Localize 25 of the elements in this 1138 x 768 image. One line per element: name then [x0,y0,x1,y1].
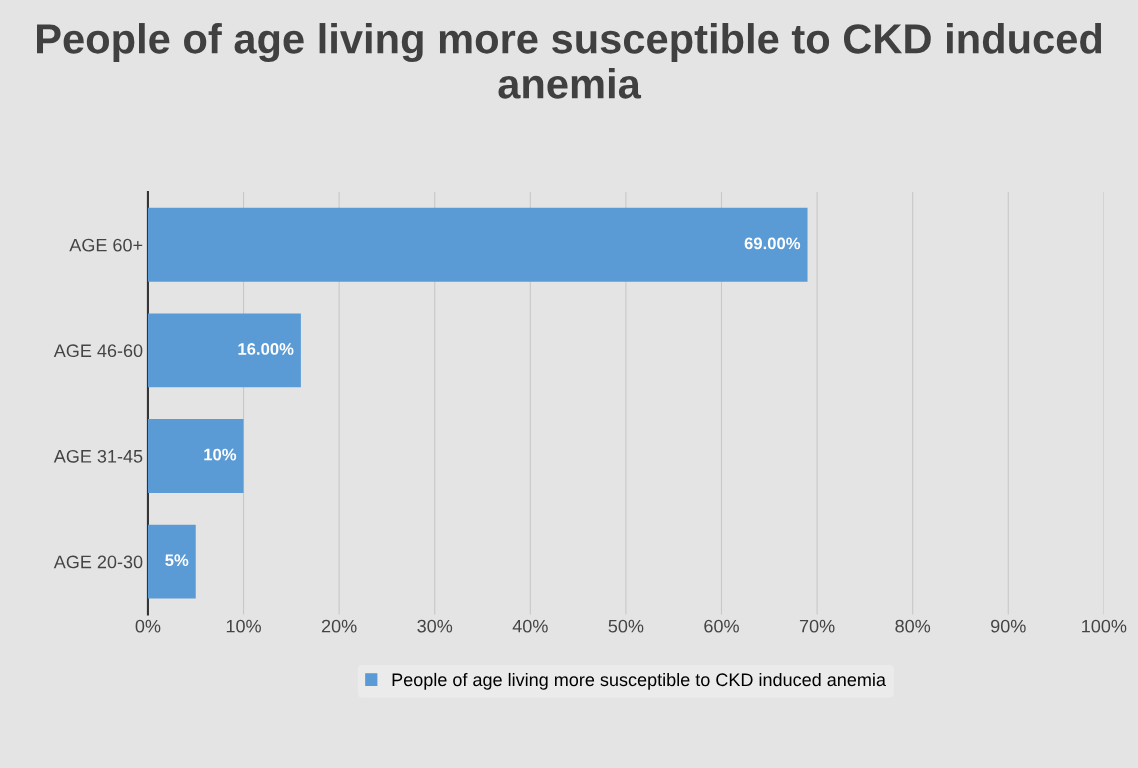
x-tick-label: 0% [135,619,161,633]
y-tick-label: AGE 60+ [69,238,143,252]
x-tick-label: 40% [512,619,548,633]
bar [147,524,196,599]
x-tick-label: 70% [799,619,835,633]
x-tick-label: 10% [226,619,261,633]
y-tick-label: AGE 31-45 [53,449,143,463]
bar [147,207,808,282]
x-tick-label: 60% [704,619,739,633]
chart-title: People of age living more susceptible to CKD induced anemia [37,23,1102,99]
data-label: 16.00% [238,343,294,355]
bar [147,419,244,493]
data-label: 5% [165,554,189,567]
x-tick-label: 30% [417,619,453,633]
x-tick-label: 100% [1082,619,1127,633]
data-label: 10% [204,448,237,461]
x-tick-label: 50% [608,619,644,633]
x-tick-label: 90% [991,619,1026,633]
bar [147,313,301,388]
x-tick-label: 80% [895,619,931,633]
y-tick-label: AGE 46-60 [53,344,143,358]
y-tick-label: AGE 20-30 [53,555,143,569]
data-label: 69.00% [744,237,801,250]
x-tick-label: 20% [321,619,357,633]
legend-label: People of age living more susceptible to CKD induced anemia [392,672,886,690]
